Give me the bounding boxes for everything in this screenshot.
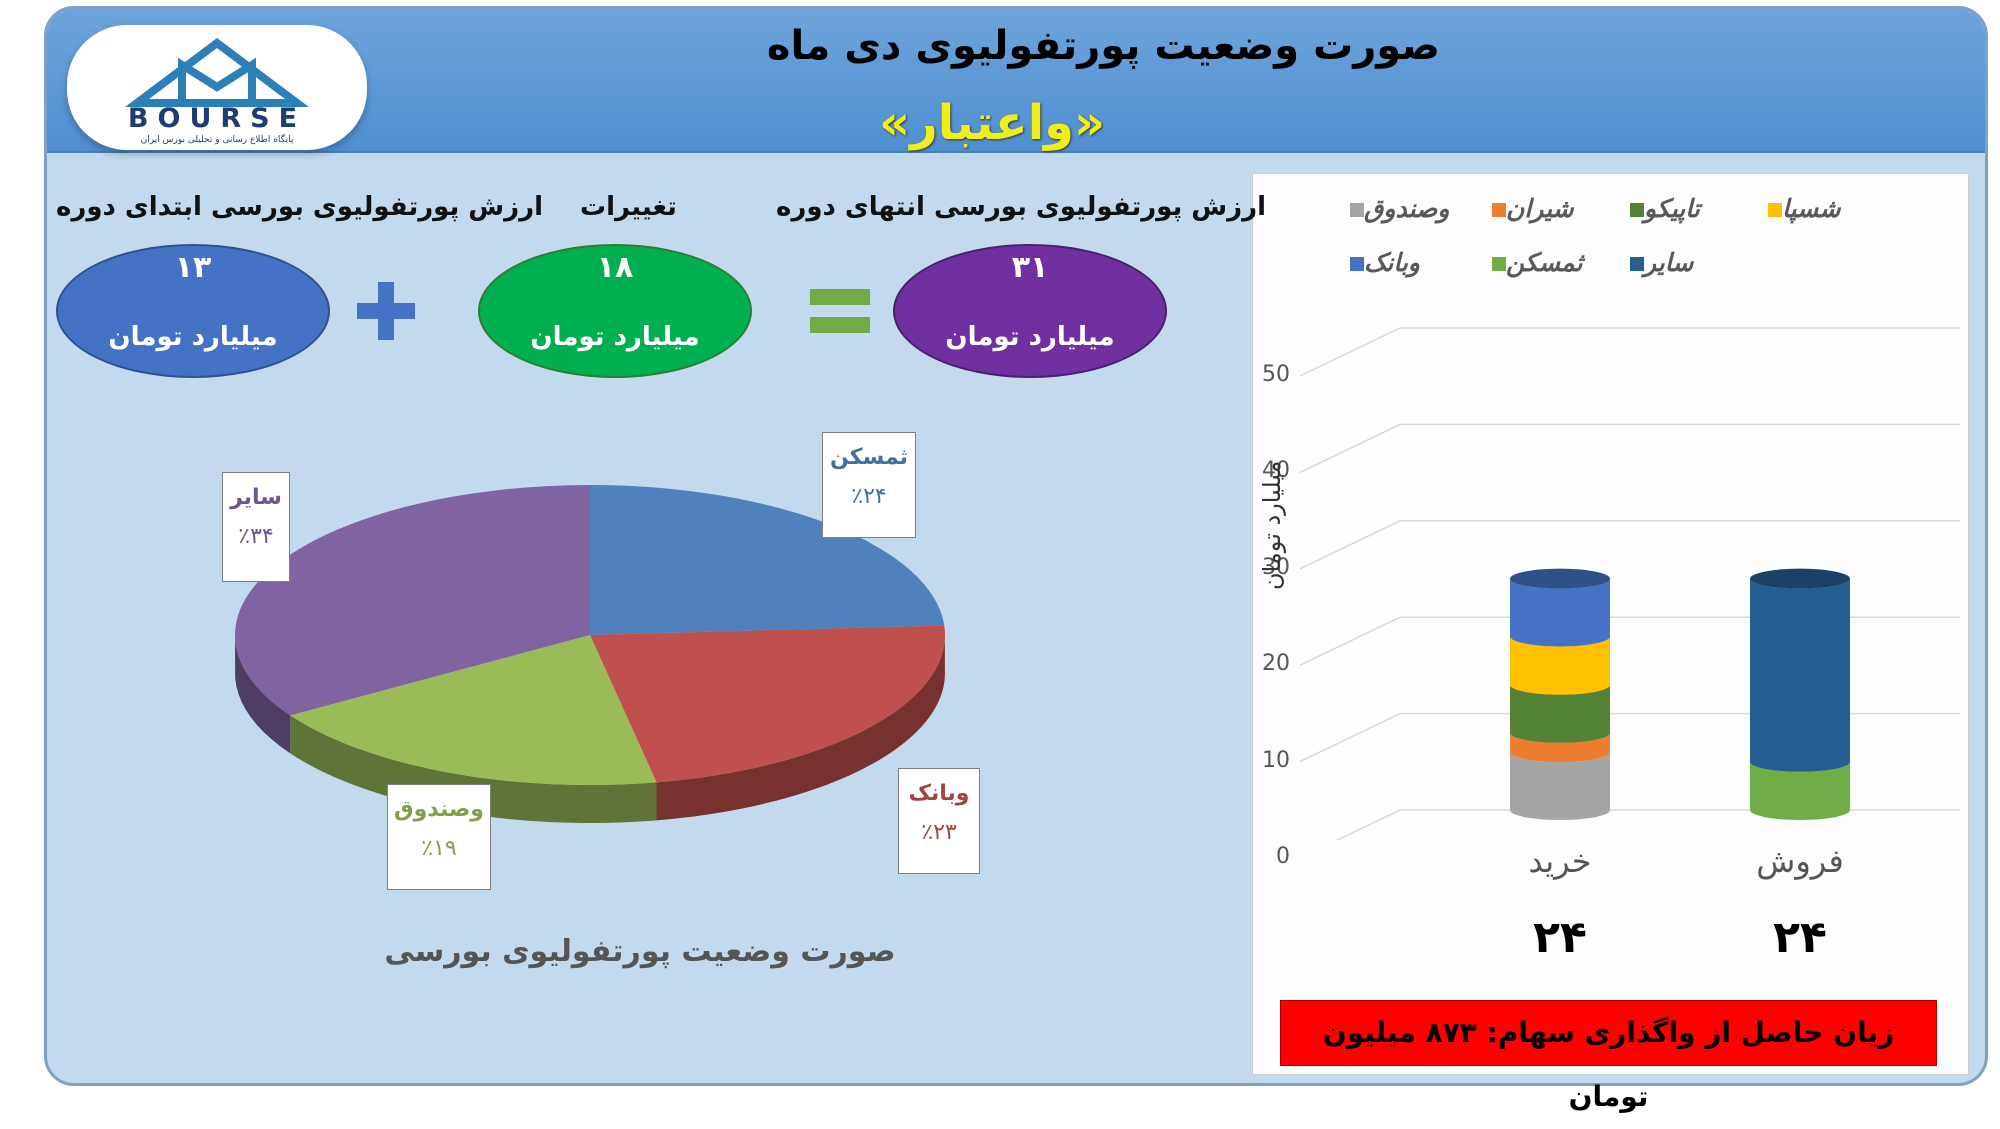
bourse-logo: BOURSE پایگاه اطلاع رسانی و تحلیلی بورس … [67,25,367,150]
logo-text: BOURSE [127,103,307,134]
legend-label: تاپیکو [1644,194,1700,223]
y-tick-label: 30 [1262,554,1290,580]
pie-label-percent: ٪۱۹ [421,836,457,861]
y-tick-label: 10 [1262,747,1290,773]
end-value-oval: ۳۱ میلیارد تومان [893,244,1167,378]
pie-slice [235,485,591,716]
pie-label-name: سایر [230,485,282,510]
pie-chart-caption: صورت وضعیت پورتفولیوی بورسی [384,934,896,969]
bar-segment [1510,636,1610,695]
bar-segment [1750,761,1850,820]
change-value-oval: ۱۸ میلیارد تومان [478,244,752,378]
pie-label-name: ثمسکن [830,445,908,470]
pie-slice [290,635,657,785]
pie-label-percent: ٪۲۴ [851,484,887,509]
legend-swatch [1492,257,1506,271]
legend-label: ثمسکن [1506,248,1583,277]
pie-data-label: وصندوق ٪۱۹ [387,784,491,890]
equals-icon [810,289,870,333]
legend-item: وصندوق [1342,194,1449,223]
logo-mark-icon [125,38,309,107]
legend-swatch [1630,257,1644,271]
start-value-unit: میلیارد تومان [108,322,278,352]
gridline [1299,520,1960,570]
legend-item: وبانک [1342,248,1420,277]
pie-slice-side [656,630,945,821]
legend-item: شسپا [1760,194,1840,223]
legend-swatch [1768,203,1782,217]
pie-slice [590,625,945,783]
page-title: صورت وضعیت پورتفولیوی دی ماه [766,23,1440,69]
pie-slice-side [290,715,657,823]
start-value-oval: ۱۳ میلیارد تومان [56,244,330,378]
y-tick-label: 0 [1276,844,1290,869]
legend-swatch [1350,203,1364,217]
legend-item: سایر [1622,248,1693,277]
legend-label: شسپا [1782,194,1841,223]
gridline [1299,616,1960,666]
plus-icon [357,282,415,340]
legend-label: سایر [1644,248,1694,277]
x-category-label: فروش [1756,842,1844,880]
pie-slice [590,485,945,635]
end-value-unit: میلیارد تومان [945,322,1115,352]
legend-label: وبانک [1364,248,1420,277]
loss-banner: زیان حاصل از واگذاری سهام: ۸۷۳ میلیون تو… [1280,1000,1937,1113]
y-tick-label: 20 [1262,651,1290,677]
y-tick-label: 40 [1262,458,1290,484]
header-bar: BOURSE پایگاه اطلاع رسانی و تحلیلی بورس … [47,9,1985,153]
pie-slice-side [235,631,291,754]
gridline [1299,712,1960,763]
pie-label-name: وصندوق [394,797,484,822]
x-category-count: ۲۴ [1533,912,1587,963]
change-value-unit: میلیارد تومان [530,322,700,352]
bar-segment [1510,684,1610,743]
end-value: ۳۱ [1011,250,1049,285]
start-value: ۱۳ [174,250,212,285]
pie-data-label: سایر ٪۳۴ [222,472,290,582]
pie-label-percent: ٪۲۳ [921,820,957,845]
pie-label-percent: ٪۳۴ [238,524,274,549]
pie-data-label: وبانک ٪۲۳ [898,768,980,874]
bar-segment [1510,578,1610,647]
gridline [1299,423,1960,474]
legend-swatch [1630,203,1644,217]
bar-top-cap [1750,568,1850,589]
gridline [1299,327,1960,377]
legend-label: وصندوق [1364,194,1450,223]
pie-data-label: ثمسکن ٪۲۴ [822,432,916,538]
gridline [1335,809,1960,840]
change-value: ۱۸ [596,250,634,285]
legend-label: شیران [1506,194,1574,223]
bar-top-cap [1510,568,1610,589]
bar-segment [1510,752,1610,820]
legend-swatch [1492,203,1506,217]
x-category-label: خرید [1528,842,1592,880]
start-value-label: ارزش پورتفولیوی بورسی ابتدای دوره [56,192,544,222]
page-subtitle: «واعتبار» [879,95,1105,151]
legend-item: شیران [1484,194,1574,223]
legend-item: ثمسکن [1484,248,1583,277]
bar-segment [1750,578,1850,772]
portfolio-pie-chart [235,485,945,823]
legend-swatch [1350,257,1364,271]
end-value-label: ارزش پورتفولیوی بورسی انتهای دوره [776,192,1267,222]
legend-item: تاپیکو [1622,194,1700,223]
trade-bar-chart [1299,327,1960,840]
bar-segment [1510,732,1610,763]
bar-chart-y-label: میلیارد تومان [1258,460,1286,590]
y-tick-label: 50 [1262,362,1290,387]
pie-label-name: وبانک [908,781,970,806]
logo-subtext: پایگاه اطلاع رسانی و تحلیلی بورس ایران [140,135,294,145]
x-category-count: ۲۴ [1773,912,1827,963]
change-label: تغییرات [580,192,677,222]
